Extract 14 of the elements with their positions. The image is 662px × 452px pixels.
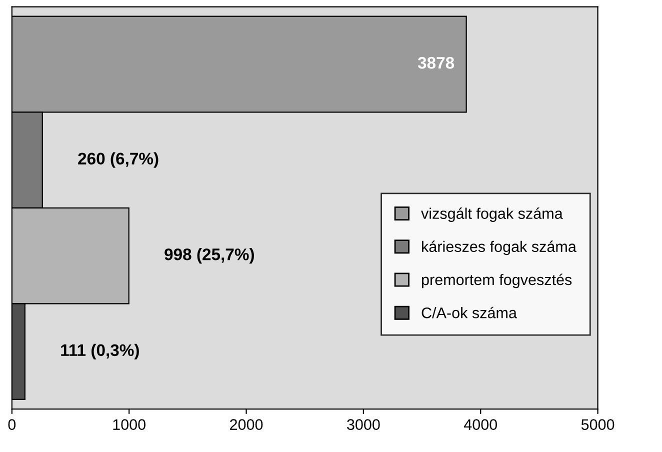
data-label: 998 (25,7%) [164,248,254,264]
legend-label: vizsgált fogak száma [421,208,563,222]
data-label: 3878 [418,56,454,69]
x-tick-label: 0 [8,419,16,430]
data-label: 260 (6,7%) [78,152,158,168]
x-tick-label: 2000 [230,419,263,430]
legend-label: C/A-ok száma [422,306,517,318]
x-tick-label: 5000 [581,419,614,430]
x-tick-label: 1000 [113,419,146,430]
x-tick-label: 4000 [464,419,498,430]
x-tick-label: 3000 [347,419,380,430]
legend-label: premortem fogvesztés [422,274,572,288]
data-label: 111 (0,3%) [61,344,139,360]
legend-label: kárieszes fogak száma [422,240,576,256]
